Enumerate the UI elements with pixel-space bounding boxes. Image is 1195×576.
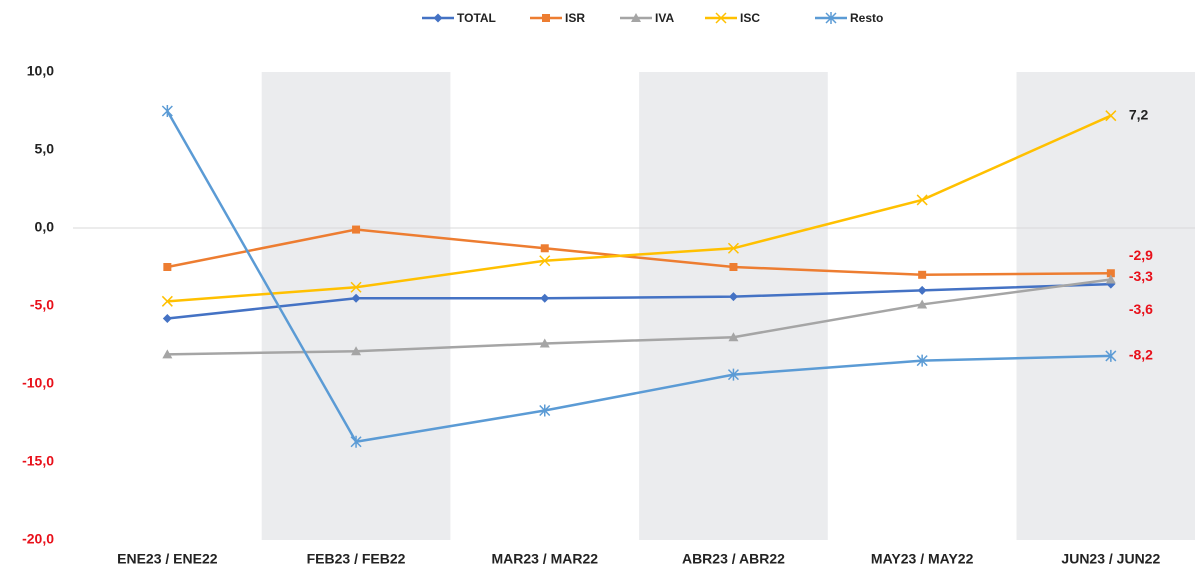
marker <box>352 225 361 234</box>
marker <box>729 263 738 271</box>
y-tick-label: -15,0 <box>22 453 54 469</box>
marker <box>539 404 551 417</box>
x-tick-label: ABR23 / ABR22 <box>682 551 785 567</box>
legend-label: ISR <box>565 11 585 25</box>
marker <box>351 293 361 303</box>
band-shade <box>1016 72 1195 540</box>
y-tick-label: 5,0 <box>35 141 55 157</box>
y-tick-label: -20,0 <box>22 531 54 547</box>
data-label: 7,2 <box>1129 106 1149 122</box>
marker <box>350 435 362 448</box>
marker <box>161 295 173 307</box>
marker <box>1105 349 1117 362</box>
legend-marker <box>542 14 550 22</box>
x-tick-label: JUN23 / JUN22 <box>1061 551 1160 567</box>
legend-marker <box>433 13 443 23</box>
legend-label: IVA <box>655 11 674 25</box>
marker <box>1105 110 1117 122</box>
legend-marker <box>825 12 837 24</box>
marker <box>540 244 549 253</box>
marker <box>162 349 173 359</box>
marker <box>1105 274 1116 284</box>
series-line <box>167 278 1112 356</box>
marker <box>539 255 551 267</box>
marker <box>162 313 172 323</box>
x-tick-label: FEB23 / FEB22 <box>307 551 406 567</box>
data-label: -2,9 <box>1129 247 1153 263</box>
series-line <box>166 110 1111 444</box>
marker <box>918 270 927 279</box>
x-tick-label: MAY23 / MAY22 <box>871 551 974 567</box>
marker <box>916 354 928 367</box>
marker <box>727 368 739 381</box>
marker <box>728 332 739 342</box>
marker <box>917 299 928 309</box>
marker <box>351 346 362 356</box>
legend-label: ISC <box>740 11 760 25</box>
marker <box>1106 269 1115 278</box>
band-shade <box>639 72 828 540</box>
x-tick-label: ENE23 / ENE22 <box>117 551 218 567</box>
legend-label: Resto <box>850 11 883 25</box>
data-label: -3,6 <box>1129 301 1153 317</box>
marker <box>163 263 172 271</box>
marker <box>539 338 550 348</box>
marker <box>917 285 927 295</box>
marker <box>161 105 173 117</box>
series-line <box>167 114 1112 303</box>
y-tick-label: 10,0 <box>27 63 54 79</box>
data-label: -3,3 <box>1129 268 1153 284</box>
y-tick-label: -5,0 <box>30 297 54 313</box>
marker <box>350 281 362 293</box>
legend-label: TOTAL <box>457 11 496 25</box>
legend-marker <box>715 12 727 24</box>
x-tick-label: MAR23 / MAR22 <box>491 551 598 567</box>
marker <box>727 242 739 254</box>
series-line <box>167 282 1111 320</box>
data-label: -8,2 <box>1129 347 1153 363</box>
marker <box>916 194 928 206</box>
marker <box>540 293 550 303</box>
y-tick-label: 0,0 <box>35 219 55 235</box>
series-line <box>167 228 1111 277</box>
legend-marker <box>631 13 641 22</box>
marker <box>728 292 738 302</box>
y-tick-label: -10,0 <box>22 375 54 391</box>
